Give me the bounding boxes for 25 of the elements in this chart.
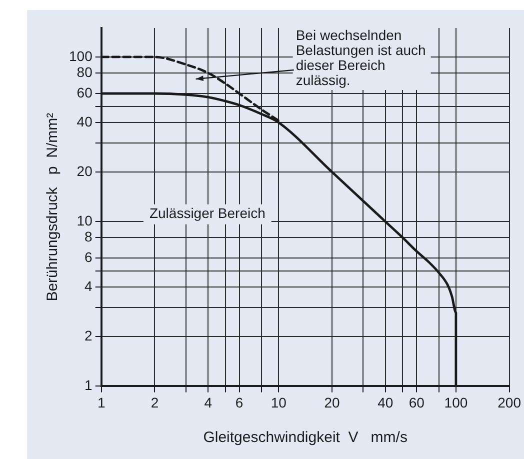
x-tick-label: 10 [270, 394, 287, 410]
y-tick-label: 100 [69, 48, 93, 64]
y-tick-label: 6 [84, 248, 93, 265]
annotation: Zulässiger Bereich [149, 205, 266, 222]
y-tick-label: 8 [84, 228, 93, 244]
x-tick-label: 20 [324, 394, 340, 410]
y-tick-label: 60 [76, 84, 93, 100]
y-tick-label: 10 [76, 212, 93, 228]
x-tick-label: 200 [498, 394, 522, 410]
y-tick-label: 2 [84, 328, 93, 344]
x-tick-label: 60 [408, 394, 425, 410]
x-axis-title: Gleitgeschwindigkeit V mm/s [203, 429, 408, 446]
x-tick-label: 2 [150, 394, 159, 410]
x-tick-label: 100 [444, 394, 468, 410]
x-tick-label: 6 [235, 394, 244, 410]
y-tick-label: 20 [76, 162, 93, 179]
y-tick-label: 40 [76, 113, 93, 130]
x-tick-label: 40 [378, 394, 394, 410]
x-tick-label: 1 [97, 394, 106, 410]
x-tick-label: 4 [204, 394, 212, 410]
y-axis-title: Berührungsdruck p N/mm² [44, 112, 62, 302]
y-tick-label: 80 [76, 64, 93, 80]
y-tick-label: 4 [84, 278, 93, 294]
y-tick-label: 1 [84, 377, 93, 394]
annotation: Bei wechselnden Belastungen ist auch dieser Bereich zulässig. [296, 26, 426, 88]
